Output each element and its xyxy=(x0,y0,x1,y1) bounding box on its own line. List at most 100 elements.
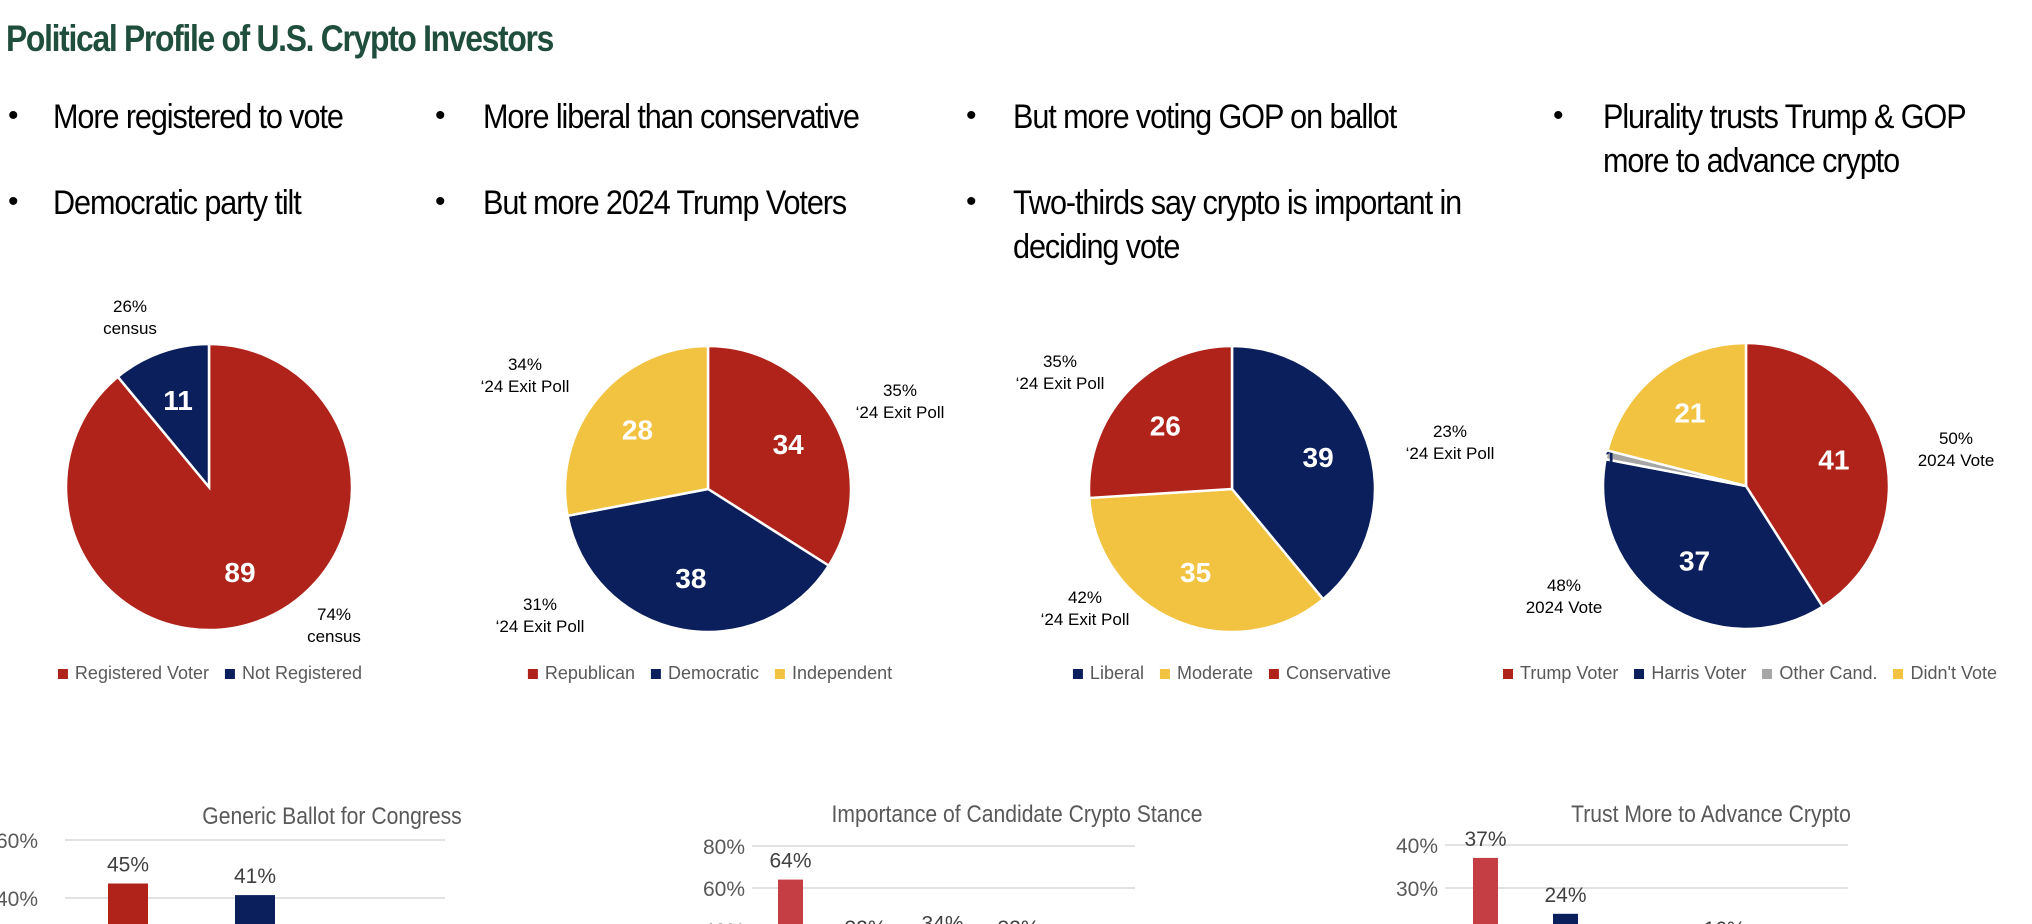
legend-swatch xyxy=(650,668,661,679)
pie-data-label: 26 xyxy=(1150,410,1181,441)
legend-label: Independent xyxy=(791,663,893,683)
legend-swatch xyxy=(225,668,236,679)
annotation: 35% ‘24 Exit Poll xyxy=(1015,352,1105,393)
bar-data-label: 32% xyxy=(997,917,1039,924)
y-tick-label: 40% xyxy=(0,888,38,911)
legend-label: Trump Voter xyxy=(1520,663,1619,683)
y-tick-label: 60% xyxy=(0,830,38,853)
legend-label: Not Registered xyxy=(242,663,363,683)
legend-label: Conservative xyxy=(1286,663,1392,683)
annotation: 26% census xyxy=(103,297,157,338)
legend-swatch xyxy=(1893,668,1904,679)
legend-item: Independent xyxy=(774,663,893,684)
legend: Republican Democratic Independent xyxy=(527,663,893,684)
pie-slice-conservative xyxy=(1087,344,1234,500)
pie-slice-independent xyxy=(563,344,710,518)
y-tick-label: 40% xyxy=(703,920,745,924)
pie-slice-moderate xyxy=(1087,487,1325,634)
legend-swatch xyxy=(1634,668,1645,679)
bullet-icon: • xyxy=(8,99,19,132)
pie-data-label: 39 xyxy=(1303,442,1334,473)
legend: Trump Voter Harris Voter Other Cand. Didn't… xyxy=(1503,663,1997,684)
pie-data-label: 28 xyxy=(622,415,653,446)
legend-item: Not Registered xyxy=(225,663,362,684)
pie-data-label: 37 xyxy=(1679,546,1710,577)
y-tick-label: 80% xyxy=(703,836,745,859)
legend-swatch xyxy=(57,668,68,679)
annotation: 23% ‘24 Exit Poll xyxy=(1405,422,1495,463)
pie-registered: 89 11 xyxy=(64,342,354,632)
bullet-icon: • xyxy=(435,99,446,132)
bullet-icon: • xyxy=(966,99,977,132)
legend-item: Harris Voter xyxy=(1634,663,1746,684)
bar-chart-title: Trust More to Advance Crypto xyxy=(1571,801,1851,828)
legend-item: Other Cand. xyxy=(1762,663,1877,684)
bullet-text: More registered to vote xyxy=(53,98,344,136)
y-tick-label: 40% xyxy=(1396,835,1438,858)
bar-chart-title: Importance of Candidate Crypto Stance xyxy=(831,801,1203,828)
pie-slice-harris-voter xyxy=(1601,457,1825,631)
pie-slice-didn-t-vote xyxy=(1605,341,1748,488)
bar xyxy=(1553,913,1578,924)
bullet-text: More liberal than conservative xyxy=(483,98,860,136)
bullet-text: Plurality trusts Trump & GOP more to adv… xyxy=(1603,98,1966,180)
bar-data-label: 64% xyxy=(769,850,811,873)
annotation: 31% ‘24 Exit Poll xyxy=(495,595,585,636)
annotation: 48% 2024 Vote xyxy=(1525,576,1603,617)
legend-label: Democratic xyxy=(667,663,759,683)
annotation: 42% ‘24 Exit Poll xyxy=(1040,588,1130,629)
bar xyxy=(235,895,275,924)
legend: Liberal Moderate Conservative xyxy=(1072,663,1392,684)
pie-data-label: 34 xyxy=(773,429,805,460)
legend-label: Republican xyxy=(544,663,635,683)
legend-item: Liberal xyxy=(1072,663,1144,684)
pie-ideology: 39 35 26 xyxy=(1087,344,1377,634)
legend-item: Democratic xyxy=(650,663,759,684)
pie-data-label: 38 xyxy=(675,563,706,594)
annotation: 74% census xyxy=(307,605,361,646)
bullet-icon: • xyxy=(8,185,19,218)
legend-label: Harris Voter xyxy=(1651,663,1747,683)
legend-swatch xyxy=(1503,668,1514,679)
bar xyxy=(1473,857,1498,924)
bar xyxy=(108,883,148,924)
annotation: 34% ‘24 Exit Poll xyxy=(480,355,570,396)
y-tick-label: 60% xyxy=(703,878,745,901)
bar-data-label: 41% xyxy=(234,865,276,888)
pie-slice-democratic xyxy=(566,487,831,634)
legend: Registered Voter Not Registered xyxy=(57,663,362,684)
y-tick-label: 20% xyxy=(1396,921,1438,924)
bar-chart-title: Generic Ballot for Congress xyxy=(202,803,462,830)
bar-data-label: 37% xyxy=(1464,828,1506,851)
legend-item: Moderate xyxy=(1159,663,1254,684)
legend-item: Didn't Vote xyxy=(1893,663,1997,684)
pie-data-label: 89 xyxy=(224,557,255,588)
legend-item: Republican xyxy=(527,663,635,684)
legend-swatch xyxy=(1072,668,1083,679)
pie-data-label: 11 xyxy=(163,385,193,416)
bar-data-label: 34% xyxy=(921,913,963,924)
bullet-text: But more 2024 Trump Voters xyxy=(483,184,847,222)
pie-slice-liberal xyxy=(1230,344,1377,601)
y-tick-label: 30% xyxy=(1396,878,1438,901)
pie-data-label: 35 xyxy=(1180,557,1211,588)
legend-label: Other Cand. xyxy=(1779,663,1878,683)
pie-party: 34 38 28 xyxy=(563,344,853,634)
legend-label: Didn't Vote xyxy=(1910,663,1997,683)
legend-swatch xyxy=(1269,668,1280,679)
bar-data-label: 32% xyxy=(844,917,886,924)
legend-swatch xyxy=(1159,668,1170,679)
pie-2024-vote: 41 37 1 21 xyxy=(1601,341,1891,631)
pie-data-label: 41 xyxy=(1818,444,1849,475)
bullet-icon: • xyxy=(435,185,446,218)
legend-label: Moderate xyxy=(1176,663,1254,683)
legend-swatch xyxy=(527,668,538,679)
bullet-text: But more voting GOP on ballot xyxy=(1013,98,1397,136)
pie-data-label: 1 xyxy=(1605,448,1616,470)
legend-swatch xyxy=(774,668,785,679)
bar-data-label: 45% xyxy=(107,854,149,877)
legend-item: Trump Voter xyxy=(1503,663,1618,684)
annotation: 35% ‘24 Exit Poll xyxy=(855,381,945,422)
pie-slice-not-registered xyxy=(116,342,211,491)
